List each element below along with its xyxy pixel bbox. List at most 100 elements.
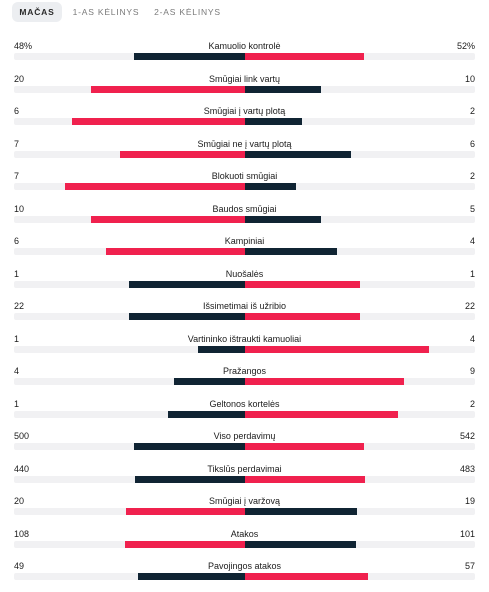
stat-label: Blokuoti smūgiai — [211, 171, 278, 181]
stat-row-blocked-shots: 7 Blokuoti smūgiai 2 — [14, 170, 475, 202]
away-value: 483 — [459, 463, 475, 474]
away-bar — [244, 280, 360, 288]
home-bar — [90, 85, 245, 93]
stat-row-attacks: 108 Atakos 101 — [14, 528, 475, 560]
tab-first-half[interactable]: 1-AS KĖLINYS — [72, 7, 140, 17]
home-value: 440 — [14, 463, 30, 474]
stat-label: Smūgiai ne į vartų plotą — [197, 138, 292, 149]
stat-row-offsides: 1 Nuošalės 1 — [14, 268, 475, 300]
tab-second-half[interactable]: 2-AS KĖLINYS — [154, 7, 221, 17]
away-value: 2 — [469, 398, 475, 409]
away-bar — [244, 118, 303, 125]
home-bar — [198, 345, 245, 353]
home-bar — [134, 475, 245, 483]
away-value: 4 — [469, 236, 475, 246]
home-value: 108 — [14, 528, 30, 539]
home-value: 1 — [14, 398, 20, 409]
stat-label: Išsimetimai iš užribio — [202, 301, 287, 311]
away-value: 6 — [469, 138, 475, 149]
home-value: 7 — [14, 171, 20, 181]
period-tabs: MAČAS 1-AS KĖLINYS 2-AS KĖLINYS — [0, 0, 489, 24]
stat-label: Nuošalės — [225, 268, 264, 279]
home-value: 20 — [14, 496, 25, 506]
away-value: 22 — [464, 301, 475, 311]
home-bar — [137, 573, 245, 580]
away-bar — [244, 573, 369, 580]
stat-label: Atakos — [230, 528, 259, 539]
away-bar — [244, 378, 405, 385]
stat-row-shots-off-target: 7 Smūgiai ne į vartų plotą 6 — [14, 138, 475, 170]
stat-label: Pavojingos atakos — [207, 561, 282, 571]
away-value: 2 — [469, 171, 475, 181]
away-bar — [244, 475, 366, 483]
stat-row-free-kicks: 10 Baudos smūgiai 5 — [14, 203, 475, 235]
home-bar — [129, 313, 245, 320]
stat-row-corners: 6 Kampiniai 4 — [14, 235, 475, 267]
stat-label: Pražangos — [222, 366, 267, 376]
tab-match[interactable]: MAČAS — [12, 2, 62, 22]
away-bar — [244, 183, 296, 190]
stat-label: Viso perdavimų — [213, 431, 276, 441]
away-value: 19 — [464, 496, 475, 506]
stat-row-yellow-cards: 1 Geltonos kortelės 2 — [14, 398, 475, 430]
away-value: 9 — [469, 366, 475, 376]
away-bar — [244, 313, 360, 320]
stat-row-total-passes: 500 Viso perdavimų 542 — [14, 430, 475, 462]
stat-row-ball-possession: 48% Kamuolio kontrolė 52% — [14, 40, 475, 72]
away-bar — [244, 345, 429, 353]
stat-row-shots-on-target: 6 Smūgiai į vartų plotą 2 — [14, 105, 475, 137]
stat-row-goal-attempts: 20 Smūgiai link vartų 10 — [14, 73, 475, 105]
home-value: 48% — [14, 41, 33, 51]
home-bar — [125, 540, 245, 548]
away-bar — [244, 410, 399, 418]
home-value: 1 — [14, 268, 20, 279]
stat-label: Baudos smūgiai — [212, 203, 277, 214]
away-bar — [244, 85, 322, 93]
home-value: 500 — [14, 431, 30, 441]
away-bar — [244, 53, 365, 60]
home-value: 6 — [14, 236, 20, 246]
away-value: 57 — [464, 561, 475, 571]
away-bar — [244, 540, 356, 548]
home-bar — [167, 410, 245, 418]
stat-label: Smūgiai į vartų plotą — [203, 106, 286, 116]
away-value: 52% — [456, 41, 475, 51]
away-value: 542 — [459, 431, 475, 441]
stat-row-accurate-passes: 440 Tikslūs perdavimai 483 — [14, 463, 475, 495]
home-value: 10 — [14, 203, 25, 214]
home-value: 22 — [14, 301, 25, 311]
home-bar — [65, 183, 245, 190]
away-bar — [244, 215, 322, 223]
home-value: 4 — [14, 366, 20, 376]
stat-row-goalkeeper-saves: 1 Vartininko ištraukti kamuoliai 4 — [14, 333, 475, 365]
away-value: 4 — [469, 333, 475, 344]
home-bar — [71, 118, 245, 125]
stat-row-dangerous-attacks: 49 Pavojingos atakos 57 — [14, 560, 475, 592]
stat-label: Kamuolio kontrolė — [208, 41, 281, 51]
away-value: 5 — [469, 203, 475, 214]
stat-row-throw-ins: 22 Išsimetimai iš užribio 22 — [14, 300, 475, 332]
away-value: 1 — [469, 268, 475, 279]
home-bar — [126, 508, 245, 515]
stat-label: Smūgiai link vartų — [208, 73, 281, 84]
stat-label: Kampiniai — [224, 236, 265, 246]
home-value: 7 — [14, 138, 20, 149]
away-bar — [244, 248, 337, 255]
home-value: 1 — [14, 333, 20, 344]
stat-label: Tikslūs perdavimai — [207, 463, 282, 474]
home-bar — [133, 443, 245, 450]
home-value: 20 — [14, 73, 25, 84]
away-value: 101 — [459, 528, 475, 539]
stat-label: Vartininko ištraukti kamuoliai — [187, 333, 302, 344]
home-value: 49 — [14, 561, 25, 571]
home-bar — [120, 150, 245, 158]
home-bar — [129, 280, 245, 288]
stat-label: Geltonos kortelės — [209, 398, 280, 409]
home-bar — [133, 53, 245, 60]
home-bar — [90, 215, 245, 223]
home-value: 6 — [14, 106, 20, 116]
away-bar — [244, 150, 351, 158]
stat-row-fouls: 4 Pražangos 9 — [14, 365, 475, 397]
away-value: 2 — [469, 106, 475, 116]
home-bar — [173, 378, 245, 385]
